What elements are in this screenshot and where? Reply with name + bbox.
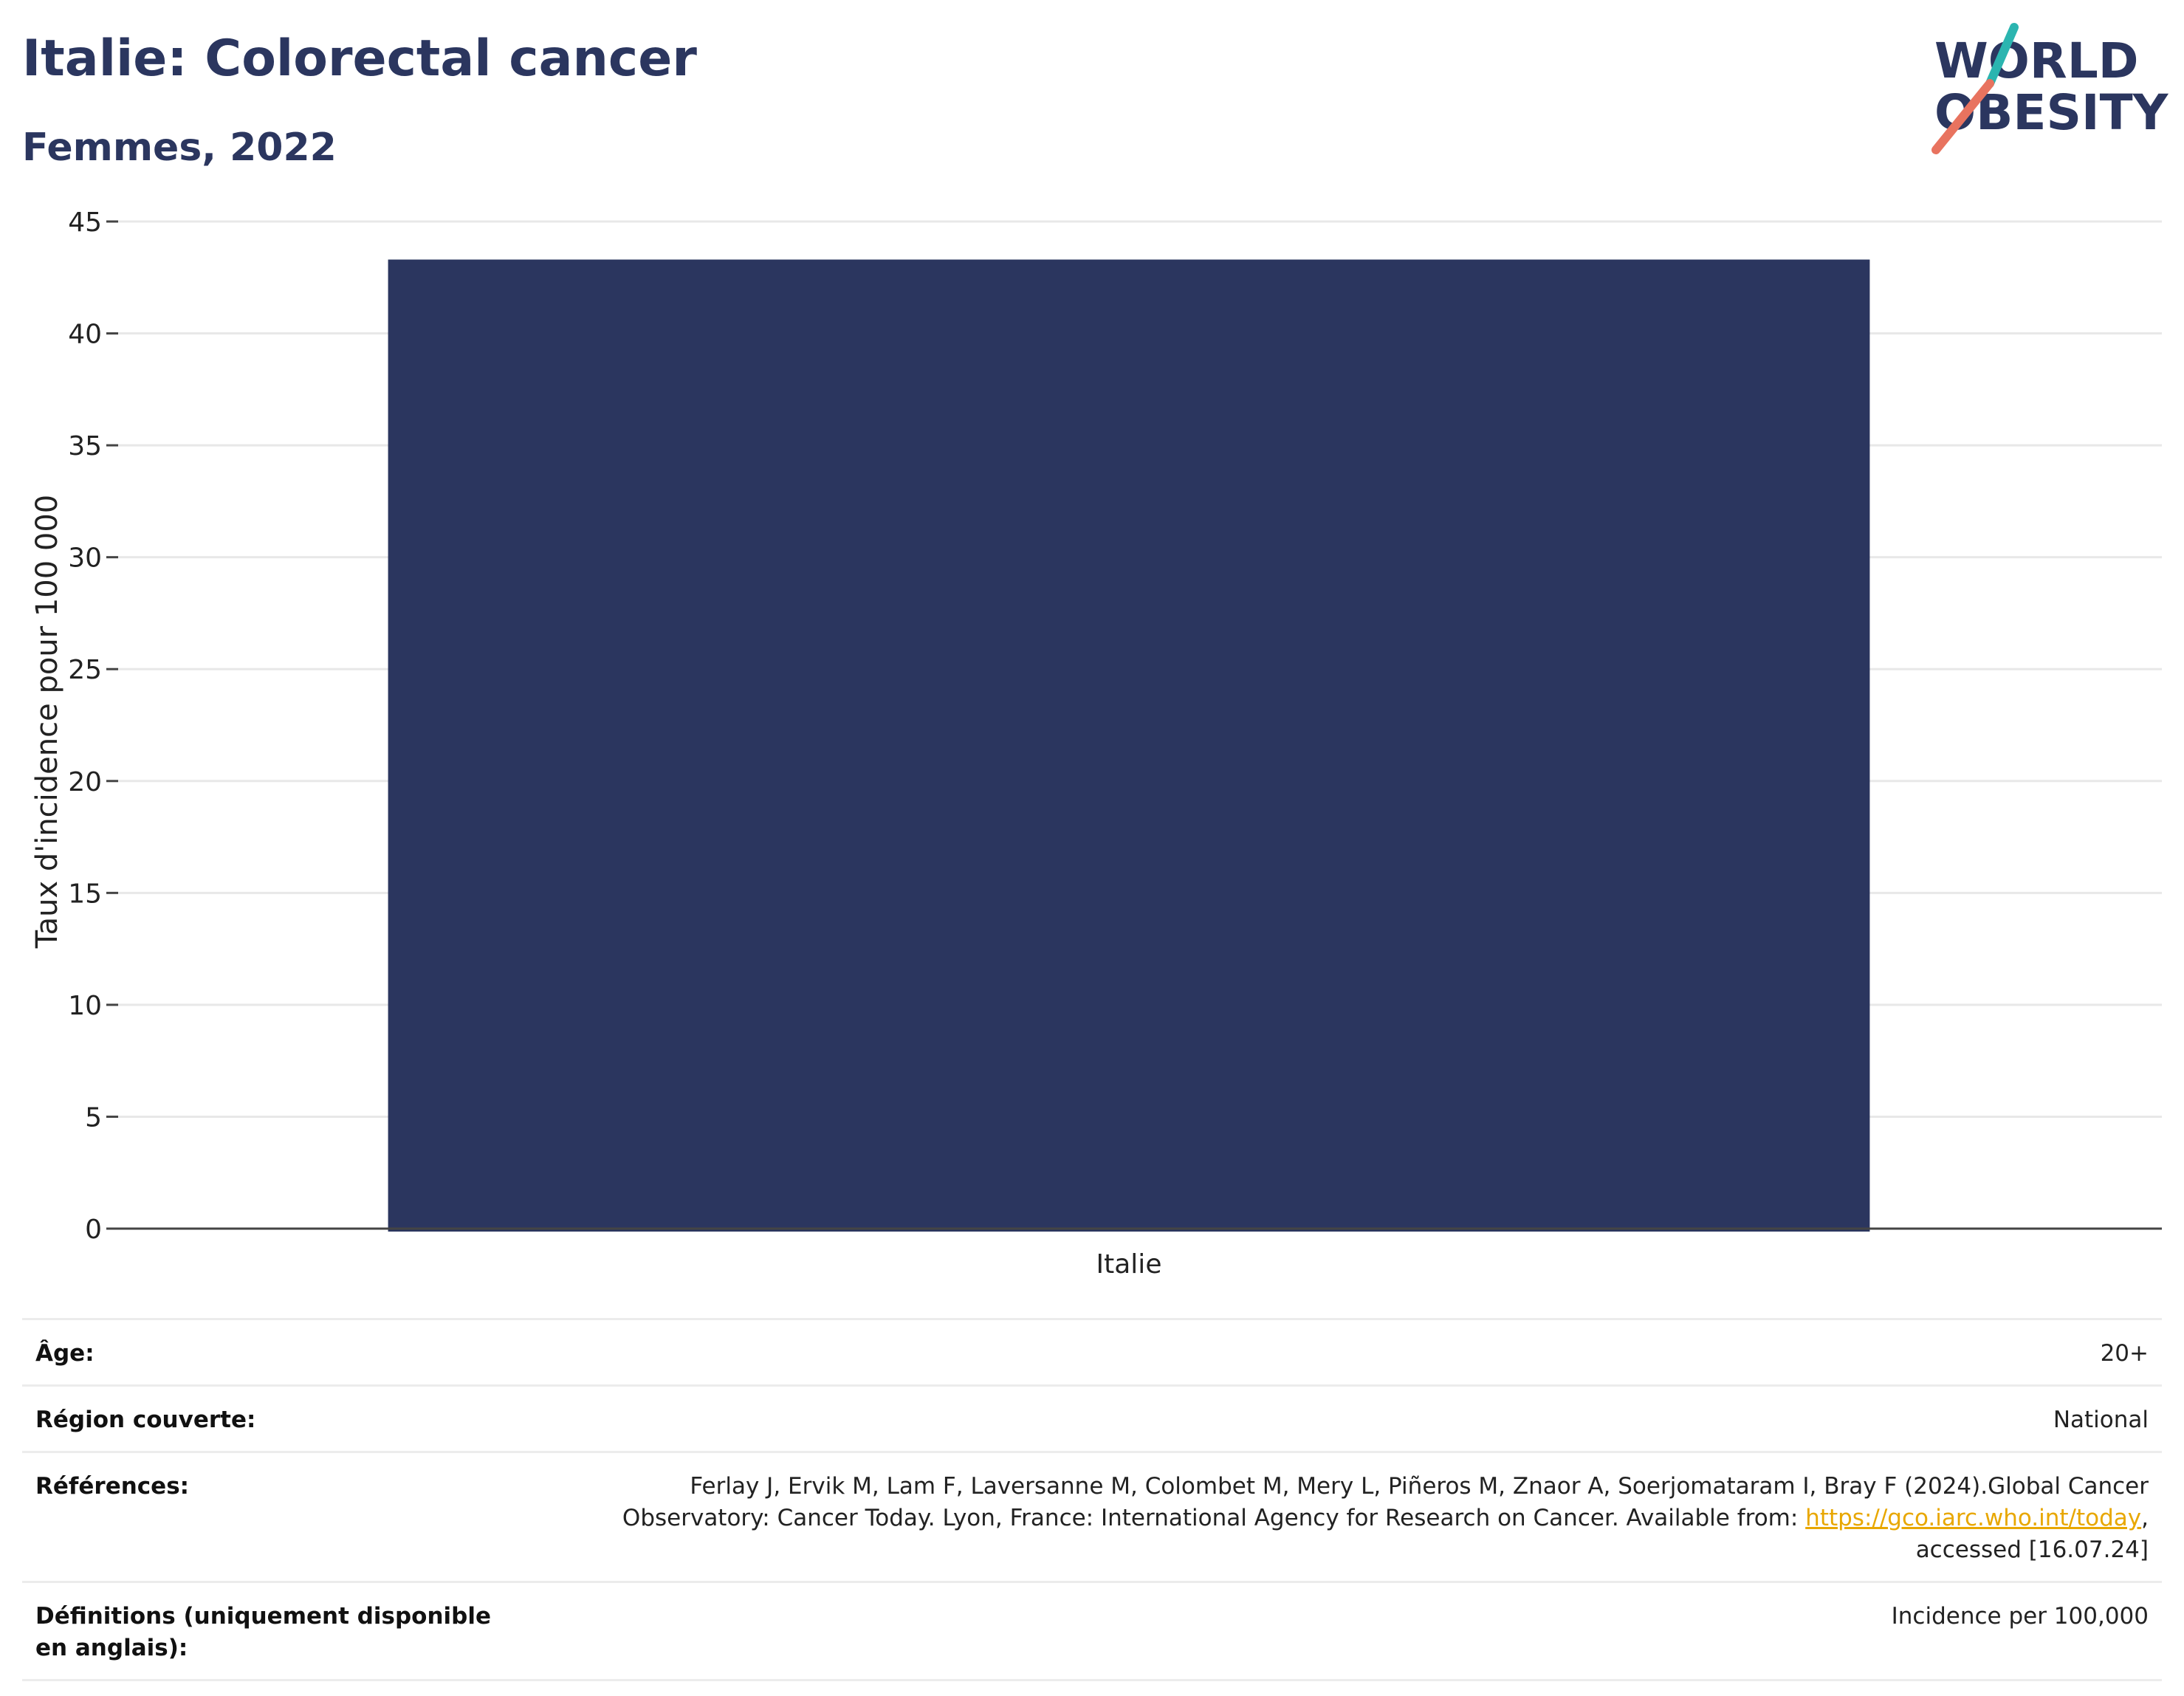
y-tick-label: 45 bbox=[68, 207, 102, 238]
y-tick-label: 20 bbox=[68, 767, 102, 797]
y-tick-label: 25 bbox=[68, 655, 102, 685]
metadata-table: Âge: 20+ Région couverte: National Référence… bbox=[22, 1318, 2162, 1681]
metadata-key: Âge: bbox=[22, 1318, 536, 1387]
y-tick-label: 10 bbox=[68, 991, 102, 1021]
y-tick-label: 35 bbox=[68, 431, 102, 461]
metadata-key: Définitions (uniquement disponible en an… bbox=[22, 1581, 536, 1681]
chart-subtitle: Femmes, 2022 bbox=[22, 126, 337, 170]
logo-text-world: WORLD bbox=[1934, 32, 2139, 89]
axes: 0 5 10 15 20 25 30 35 40 45 Italie bbox=[68, 207, 2162, 1280]
bars bbox=[388, 259, 1870, 1232]
metadata-row: Références: Ferlay J, Ervik M, Lam F, Lav… bbox=[22, 1451, 2162, 1583]
metadata-value: 20+ bbox=[536, 1318, 2162, 1387]
y-tick-label: 0 bbox=[85, 1215, 102, 1245]
metadata-row: Définitions (uniquement disponible en an… bbox=[22, 1581, 2162, 1681]
x-tick-label: Italie bbox=[1096, 1249, 1162, 1280]
y-axis-title: Taux d'incidence pour 100 000 bbox=[30, 495, 64, 949]
bar-italie[interactable] bbox=[388, 259, 1870, 1232]
y-tick-label: 30 bbox=[68, 543, 102, 574]
world-obesity-logo: WORLD OBESITY bbox=[1931, 23, 2169, 154]
reference-link[interactable]: https://gco.iarc.who.int/today bbox=[1805, 1505, 2142, 1531]
y-tick-label: 5 bbox=[85, 1102, 102, 1133]
y-tick-label: 40 bbox=[68, 320, 102, 350]
logo-slash-teal bbox=[1985, 23, 2019, 88]
metadata-row: Région couverte: National bbox=[22, 1384, 2162, 1453]
metadata-row: Âge: 20+ bbox=[22, 1318, 2162, 1387]
metadata-value: Incidence per 100,000 bbox=[536, 1581, 2162, 1681]
metadata-key: Région couverte: bbox=[22, 1384, 536, 1453]
chart-title: Italie: Colorectal cancer bbox=[22, 30, 697, 88]
reference-text: Ferlay J, Ervik M, Lam F, Laversanne M, … bbox=[622, 1473, 2149, 1531]
y-tick-label: 15 bbox=[68, 879, 102, 909]
reference-accessed-text: , accessed [16.07.24] bbox=[1915, 1505, 2149, 1563]
metadata-value: Ferlay J, Ervik M, Lam F, Laversanne M, … bbox=[536, 1451, 2162, 1583]
logo-slash-coral bbox=[1931, 79, 1994, 154]
metadata-key: Références: bbox=[22, 1451, 536, 1583]
bar-chart: 0 5 10 15 20 25 30 35 40 45 Italie Taux d'incidenc… bbox=[30, 207, 2162, 1280]
metadata-value: National bbox=[536, 1384, 2162, 1453]
logo-text-obesity: OBESITY bbox=[1934, 84, 2169, 141]
